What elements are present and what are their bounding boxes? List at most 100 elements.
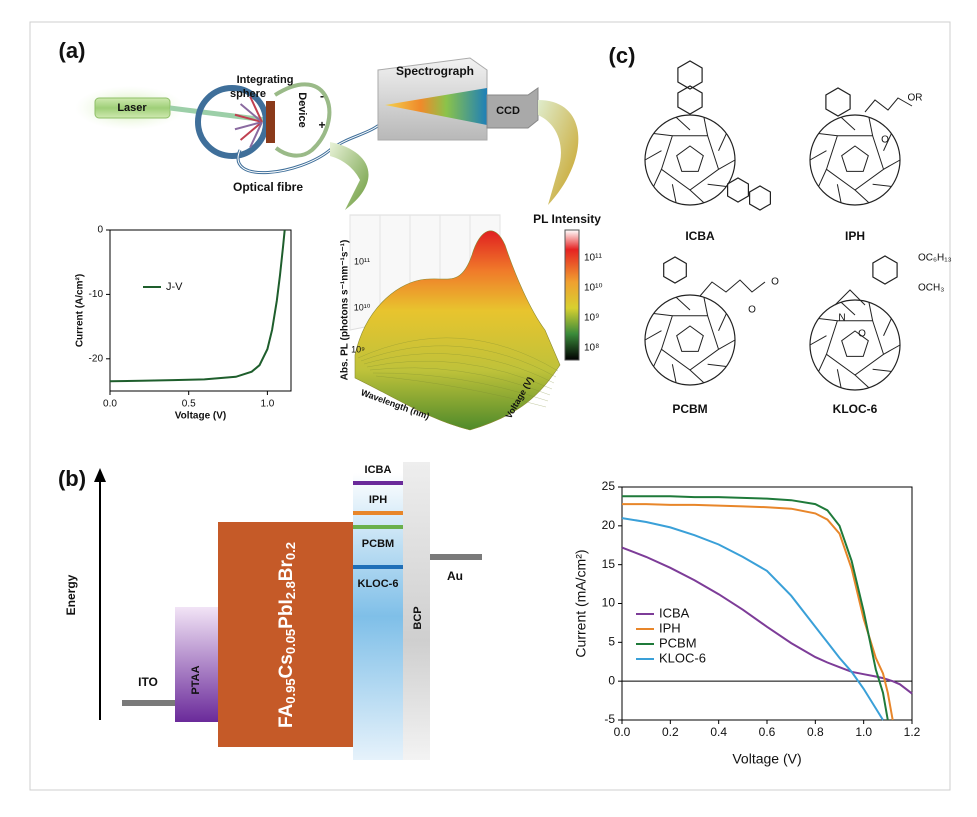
fullerene-face (825, 135, 885, 191)
y-tick-label: 10 (602, 596, 616, 610)
colorbar-title: PL Intensity (533, 212, 601, 226)
fullerene-bond (840, 116, 856, 131)
formula-part: 0.05 (283, 629, 298, 654)
energy-arrowhead (94, 468, 106, 482)
colorbar-tick: 10¹¹ (584, 253, 602, 264)
fullerene-bond (883, 133, 892, 151)
atom-label: OR (908, 93, 923, 104)
ccd-label: CCD (496, 105, 520, 117)
formula-part: 0.2 (283, 542, 298, 560)
formula-part: Br (276, 559, 297, 581)
fullerene-bond (872, 183, 892, 187)
atom-label: O (881, 135, 889, 146)
x-tick-label: 0.2 (662, 725, 679, 739)
addend-ring (663, 256, 687, 284)
legend-label: J-V (166, 281, 183, 293)
y-tick-label: -10 (89, 289, 104, 300)
fullerene-bond (671, 184, 677, 203)
surface-mesh (369, 367, 551, 396)
fullerene (644, 114, 736, 206)
series-line (109, 229, 286, 383)
legend-label: KLOC-6 (659, 650, 706, 665)
fullerene-face (676, 145, 704, 172)
panel-label: (b) (58, 466, 86, 491)
plus-label: + (318, 118, 325, 132)
fullerene-bond (818, 318, 838, 322)
formula-part: 2.8 (283, 581, 298, 599)
fullerene-bond (818, 354, 827, 372)
fullerene-bond (644, 150, 662, 161)
x-axis-label: Voltage (V) (732, 751, 801, 767)
y-tick-label: 0 (97, 225, 103, 236)
bcp-label: BCP (412, 606, 424, 629)
colorbar-tick: 10⁹ (584, 313, 599, 324)
frame (29, 21, 951, 791)
formula-part: FA (276, 703, 297, 728)
z-axis-label: Abs. PL (photons s⁻¹nm⁻¹s⁻¹) (340, 240, 351, 381)
fullerene (809, 299, 901, 391)
x-tick-label: 0.5 (182, 399, 196, 410)
z-tick-label: 10¹⁰ (354, 302, 371, 312)
au-label: Au (447, 569, 463, 583)
fullerene-bond (883, 318, 892, 336)
fullerene-bond (653, 313, 673, 317)
fullerene-bond (818, 133, 838, 137)
fullerene-bond (689, 189, 705, 204)
panel-label: (c) (609, 43, 636, 68)
x-tick-label: 0.4 (710, 725, 727, 739)
x-tick-label: 0.8 (807, 725, 824, 739)
series-line (621, 517, 884, 721)
fullerene-bond (707, 363, 727, 367)
fullerene-bond (689, 369, 705, 384)
addend-ring (872, 255, 898, 285)
fullerene-bond (868, 117, 874, 136)
content: (a) Laser Integrating sphere Device - + Optical… (58, 38, 952, 767)
pyrrolidine (834, 289, 866, 306)
fullerene-face (660, 315, 720, 371)
x-tick-label: 0.0 (614, 725, 631, 739)
fullerene-bond (872, 368, 892, 372)
fullerene-bond (809, 150, 827, 161)
ptaa-block (175, 607, 218, 722)
molecule-name: PCBM (672, 402, 707, 416)
fullerene-bond (854, 374, 870, 389)
fullerene-bond (883, 344, 901, 355)
ito-label: ITO (138, 675, 158, 689)
x-tick-label: 0.6 (759, 725, 776, 739)
addend-ring (726, 177, 750, 203)
level-label: ICBA (365, 464, 392, 476)
series-line (621, 546, 913, 695)
fullerene-bond (718, 159, 736, 170)
scatter-ray (239, 103, 263, 123)
series-line (622, 503, 894, 721)
chain (699, 279, 766, 297)
ccd (486, 87, 539, 129)
formula-part: Cs (276, 654, 297, 678)
chain (864, 97, 913, 113)
scatter-ray (239, 121, 263, 141)
plot-area (621, 486, 913, 721)
atom-label: O (748, 305, 756, 316)
scatter-ray (249, 96, 263, 123)
legend-label: IPH (659, 620, 681, 635)
fullerene-bond (675, 116, 691, 131)
fibre-inner (237, 119, 386, 174)
fullerene-bond (718, 133, 727, 151)
x-axis-label: Voltage (V) (175, 411, 226, 422)
fullerene-bond (868, 302, 874, 321)
ptaa-label: PTAA (190, 665, 202, 694)
formula-part: 0.95 (283, 678, 298, 703)
molecule-name: KLOC-6 (833, 402, 878, 416)
atom-label: OCH₃ (918, 283, 944, 294)
y-tick-label: 20 (602, 518, 616, 532)
y-tick-label: 0 (608, 673, 615, 687)
x-tick-label: 1.0 (855, 725, 872, 739)
fullerene-bond (718, 313, 727, 331)
colorbar-tick: 10⁸ (584, 343, 599, 354)
perovskite-formula: FA0.95Cs0.05PbI2.8Br0.2 (276, 542, 298, 728)
atom-label: O (771, 277, 779, 288)
formula-part: PbI (276, 599, 297, 629)
fullerene-bond (671, 364, 677, 383)
fullerene-face (841, 330, 869, 357)
fullerene-bond (707, 183, 727, 187)
